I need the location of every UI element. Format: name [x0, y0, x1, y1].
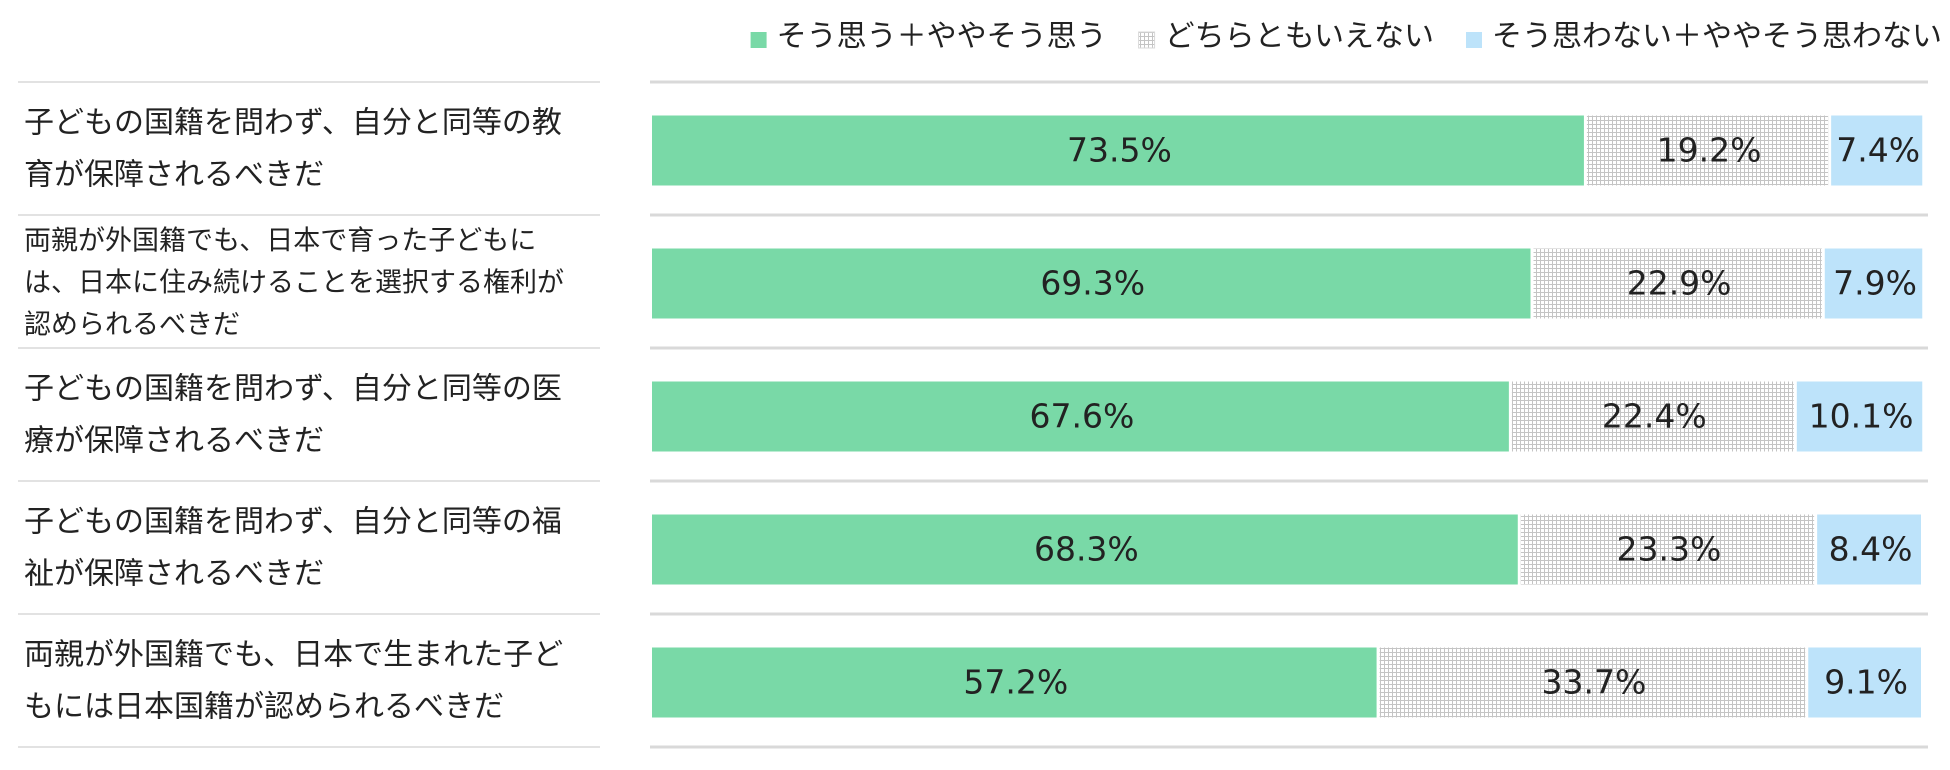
bar-segment — [652, 381, 1509, 452]
data-label: 68.3% — [1034, 530, 1139, 569]
category-label: は、日本に住み続けることを選択する権利が — [24, 268, 564, 299]
bar-segment — [1533, 248, 1822, 319]
bar-segment — [1796, 381, 1923, 452]
legend-label: そう思う＋ややそう思う — [777, 19, 1107, 54]
category-label: 療が保障されるべきだ — [24, 424, 324, 459]
legend-item: そう思う＋ややそう思う — [750, 19, 1107, 54]
chart-legend: そう思わない＋ややそう思わない どちらともいえない そう思う＋ややそう思う — [750, 19, 1942, 54]
bar-area: 73.5% 19.2% 7.4% 69.3% 22.9% 7.9% 67.6% 22.4% 10… — [652, 115, 1923, 718]
data-label: 67.6% — [1030, 397, 1135, 436]
category-label: 両親が外国籍でも、日本で生まれた子ど — [24, 638, 563, 673]
bar-segment — [1831, 115, 1923, 186]
bar-segment — [1808, 647, 1921, 718]
legend-label: どちらともいえない — [1165, 19, 1434, 54]
bar-segment — [1520, 514, 1815, 585]
bar-segment — [652, 647, 1377, 718]
data-label: 69.3% — [1040, 264, 1145, 303]
bar-segment — [652, 248, 1531, 319]
category-label: 両親が外国籍でも、日本で育った子どもに — [24, 226, 536, 257]
legend-swatch — [1466, 32, 1482, 48]
data-label: 7.9% — [1833, 264, 1917, 303]
bar-segment — [652, 115, 1584, 186]
data-label: 57.2% — [963, 663, 1068, 702]
row-separators — [18, 80, 1928, 749]
bar-segment — [1586, 115, 1829, 186]
category-label: 子どもの国籍を問わず、自分と同等の福 — [24, 505, 562, 540]
data-label: 23.3% — [1617, 530, 1722, 569]
legend-swatch — [1138, 31, 1156, 49]
category-label: 祉が保障されるべきだ — [24, 557, 324, 592]
legend-item: どちらともいえない — [1138, 19, 1434, 54]
data-label: 9.1% — [1824, 663, 1908, 702]
bar-segment — [1817, 514, 1921, 585]
legend-swatch — [750, 32, 767, 48]
data-label: 73.5% — [1067, 131, 1172, 170]
data-label: 33.7% — [1541, 663, 1646, 702]
category-label: 認められるべきだ — [24, 310, 240, 341]
category-label: 育が保障されるべきだ — [24, 158, 324, 193]
category-label: 子どもの国籍を問わず、自分と同等の教 — [24, 106, 562, 141]
bar-segment — [1379, 647, 1806, 718]
data-label: 10.1% — [1809, 397, 1914, 436]
bar-segment — [652, 514, 1518, 585]
legend-label: そう思わない＋ややそう思わない — [1492, 19, 1942, 54]
category-label: もには日本国籍が認められるべきだ — [24, 690, 504, 725]
bar-segment — [1511, 381, 1794, 452]
data-label: 8.4% — [1829, 530, 1913, 569]
data-label: 22.9% — [1627, 264, 1732, 303]
data-label: 7.4% — [1836, 131, 1920, 170]
legend-item: そう思わない＋ややそう思わない — [1466, 19, 1942, 54]
bar-segment — [1824, 248, 1923, 319]
data-label: 22.4% — [1602, 397, 1707, 436]
category-labels: 子どもの国籍を問わず、自分と同等の教育が保障されるべきだ両親が外国籍でも、日本で… — [24, 106, 564, 725]
category-label: 子どもの国籍を問わず、自分と同等の医 — [24, 372, 562, 407]
data-label: 19.2% — [1657, 131, 1762, 170]
